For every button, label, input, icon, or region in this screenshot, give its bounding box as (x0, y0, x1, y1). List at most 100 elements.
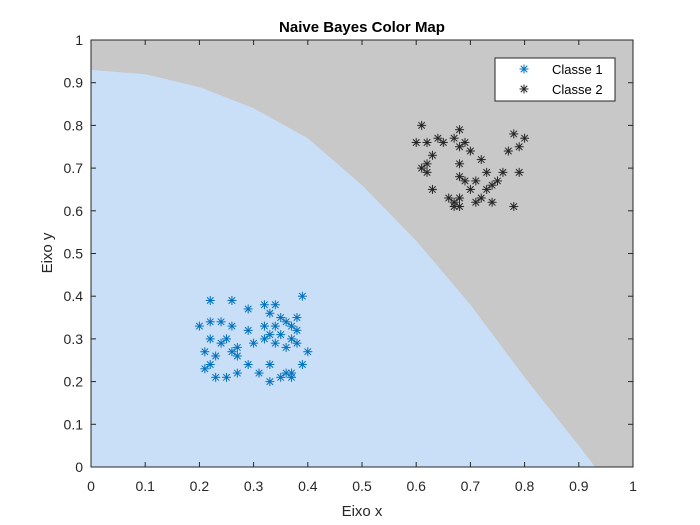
data-point-series-1 (232, 342, 242, 352)
data-point-series-2 (514, 167, 524, 177)
data-point-series-1 (297, 291, 307, 301)
data-point-series-2 (449, 133, 459, 143)
y-tick-label: 0.3 (64, 331, 84, 347)
data-point-series-1 (259, 321, 269, 331)
data-point-series-1 (205, 334, 215, 344)
data-point-series-1 (194, 321, 204, 331)
legend-label-classe-2: Classe 2 (552, 82, 603, 97)
data-point-series-1 (216, 317, 226, 327)
data-point-series-1 (227, 321, 237, 331)
x-tick-label: 0.5 (352, 478, 372, 494)
x-tick-label: 1 (629, 478, 637, 494)
data-point-series-2 (455, 142, 465, 152)
legend-label-classe-1: Classe 1 (552, 62, 603, 77)
data-point-series-1 (232, 351, 242, 361)
data-point-series-1 (276, 372, 286, 382)
y-axis-label: Eixo y (39, 232, 56, 273)
data-point-series-2 (471, 176, 481, 186)
data-point-series-1 (259, 300, 269, 310)
data-point-series-2 (482, 167, 492, 177)
data-point-series-2 (503, 146, 513, 156)
data-point-series-1 (287, 321, 297, 331)
data-point-series-1 (276, 330, 286, 340)
data-point-series-2 (455, 172, 465, 182)
data-point-series-2 (487, 197, 497, 207)
data-point-series-2 (422, 159, 432, 169)
data-point-series-2 (476, 193, 486, 203)
data-point-series-2 (465, 184, 475, 194)
legend-marker-classe-2 (519, 84, 529, 94)
data-point-series-2 (455, 125, 465, 135)
x-tick-label: 0.4 (298, 478, 318, 494)
data-point-series-1 (243, 325, 253, 335)
data-point-series-2 (422, 167, 432, 177)
x-tick-label: 0.2 (190, 478, 210, 494)
data-point-series-1 (216, 338, 226, 348)
data-point-series-2 (498, 167, 508, 177)
legend-asterisk-icon (519, 64, 529, 74)
legend-marker-classe-1 (519, 64, 529, 74)
data-point-series-1 (287, 372, 297, 382)
data-point-series-1 (227, 295, 237, 305)
data-point-series-2 (417, 120, 427, 130)
data-point-series-2 (427, 184, 437, 194)
x-tick-label: 0.8 (515, 478, 535, 494)
data-point-series-1 (249, 338, 259, 348)
data-point-series-2 (493, 176, 502, 186)
y-tick-label: 0.2 (64, 374, 84, 390)
data-point-series-1 (281, 368, 291, 378)
data-point-series-2 (433, 133, 443, 143)
data-point-series-1 (270, 338, 280, 348)
data-point-series-2 (460, 137, 470, 147)
x-tick-label: 0 (87, 478, 95, 494)
x-tick-label: 0.1 (135, 478, 155, 494)
data-point-series-1 (265, 377, 275, 387)
data-point-series-1 (227, 347, 237, 357)
axis-ticks: 0 0.1 0.2 0.3 0.4 0.5 0.6 0.7 0.8 0.9 1 0 0.1 0.2 0.3 0… (64, 32, 638, 494)
data-point-series-2 (482, 184, 492, 194)
data-point-series-1 (205, 295, 215, 305)
x-tick-label: 0.7 (461, 478, 481, 494)
data-point-series-1 (205, 360, 215, 370)
data-point-series-2 (422, 137, 432, 147)
data-point-series-1 (259, 334, 269, 344)
data-point-series-2 (438, 137, 448, 147)
data-point-series-1 (270, 321, 280, 331)
scatter-points (194, 120, 530, 387)
data-point-series-2 (455, 159, 465, 169)
data-point-series-2 (476, 155, 486, 165)
decision-regions (91, 40, 633, 468)
data-point-series-2 (509, 129, 519, 139)
data-point-series-2 (455, 193, 465, 203)
data-point-series-1 (200, 347, 210, 357)
x-tick-label: 0.9 (569, 478, 589, 494)
data-point-series-1 (211, 351, 221, 361)
y-tick-label: 0.9 (64, 75, 84, 91)
y-tick-label: 0 (75, 459, 83, 475)
data-point-series-1 (292, 325, 302, 335)
y-tick-label: 0.6 (64, 203, 84, 219)
data-point-series-1 (243, 304, 253, 314)
data-point-series-2 (417, 163, 427, 173)
data-point-series-1 (292, 313, 302, 323)
data-point-series-1 (222, 334, 231, 344)
legend: Classe 1 Classe 2 (494, 57, 616, 102)
data-point-series-1 (265, 308, 275, 318)
data-point-series-1 (205, 317, 215, 327)
data-point-series-1 (270, 300, 280, 310)
data-point-series-1 (303, 347, 313, 357)
data-point-series-2 (455, 202, 465, 212)
data-point-series-1 (281, 317, 291, 327)
data-point-series-2 (444, 193, 454, 203)
data-point-series-2 (509, 202, 519, 212)
data-point-series-1 (222, 372, 231, 382)
chart-title: Naive Bayes Color Map (279, 19, 445, 36)
y-tick-label: 0.8 (64, 117, 84, 133)
data-point-series-1 (292, 338, 302, 348)
data-point-series-1 (211, 372, 221, 382)
data-point-series-1 (243, 360, 253, 370)
legend-box (494, 57, 616, 102)
data-point-series-1 (281, 342, 291, 352)
data-point-series-2 (471, 197, 481, 207)
